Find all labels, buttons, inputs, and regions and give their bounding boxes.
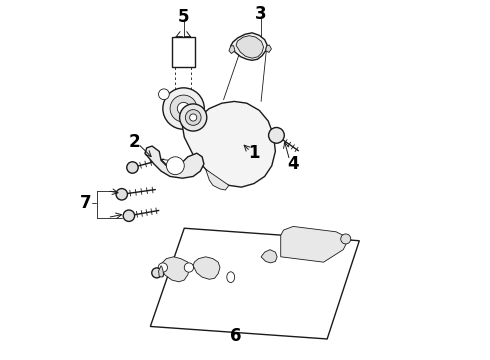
Circle shape <box>180 104 207 131</box>
Polygon shape <box>161 257 190 282</box>
Circle shape <box>190 114 197 121</box>
Text: 6: 6 <box>230 328 242 346</box>
Circle shape <box>159 89 169 100</box>
Text: 3: 3 <box>255 5 267 23</box>
Circle shape <box>152 268 162 278</box>
Polygon shape <box>193 257 220 279</box>
Polygon shape <box>150 228 359 339</box>
Bar <box>172 37 195 67</box>
Circle shape <box>177 102 190 115</box>
Polygon shape <box>229 46 235 54</box>
Circle shape <box>185 110 201 125</box>
Polygon shape <box>181 102 275 187</box>
Text: 5: 5 <box>178 9 189 27</box>
Circle shape <box>127 162 138 173</box>
Text: 1: 1 <box>248 144 260 162</box>
Circle shape <box>170 95 197 122</box>
Polygon shape <box>261 249 277 263</box>
Polygon shape <box>266 45 271 53</box>
Circle shape <box>341 234 351 244</box>
Circle shape <box>167 157 184 175</box>
Circle shape <box>116 189 127 200</box>
Circle shape <box>123 210 135 221</box>
Text: 7: 7 <box>80 194 92 212</box>
Circle shape <box>158 263 168 272</box>
Circle shape <box>184 263 194 272</box>
Polygon shape <box>231 33 267 60</box>
Polygon shape <box>206 169 229 190</box>
Text: 2: 2 <box>128 134 140 152</box>
Polygon shape <box>159 266 164 277</box>
Polygon shape <box>281 226 347 262</box>
Ellipse shape <box>227 272 235 283</box>
Circle shape <box>163 88 204 129</box>
Polygon shape <box>145 146 204 178</box>
Circle shape <box>269 127 284 143</box>
Polygon shape <box>236 36 264 58</box>
Text: 4: 4 <box>288 155 299 173</box>
